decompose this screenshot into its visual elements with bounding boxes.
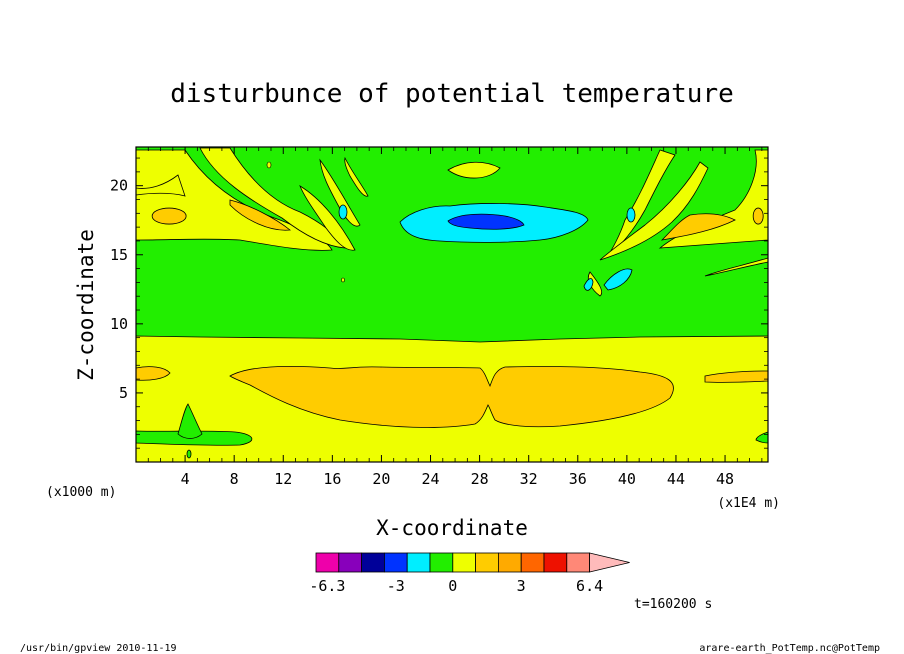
contour-cold-core xyxy=(447,213,525,230)
x-tick-label: 16 xyxy=(323,470,341,488)
colorbar-swatch xyxy=(543,552,568,573)
chart-title: disturbunce of potential temperature xyxy=(170,79,734,109)
x-units-left: (x1000 m) xyxy=(46,485,116,500)
colorbar-label: 3 xyxy=(517,577,526,595)
x-units-right: (x1E4 m) xyxy=(717,496,780,511)
colorbar-label: -3 xyxy=(387,577,405,595)
x-tick-label: 12 xyxy=(274,470,292,488)
contour-orange-lower xyxy=(229,365,674,428)
colorbar-label: 0 xyxy=(448,577,457,595)
colorbar-label: 6.4 xyxy=(576,577,603,595)
colorbar-swatch xyxy=(452,552,476,573)
x-tick-label: 24 xyxy=(421,470,439,488)
contour-yellow-6 xyxy=(344,156,369,197)
x-tick-label: 8 xyxy=(230,470,239,488)
x-tick-label: 28 xyxy=(471,470,489,488)
x-tick-label: 40 xyxy=(618,470,636,488)
y-tick-label: 15 xyxy=(110,246,128,264)
x-tick-label: 36 xyxy=(569,470,587,488)
contour-yellow-dot-1 xyxy=(266,161,272,169)
y-axis-label: Z-coordinate xyxy=(74,229,98,381)
x-tick-label: 32 xyxy=(520,470,538,488)
contour-orange-lower-left xyxy=(135,366,171,381)
x-tick-label: 48 xyxy=(716,470,734,488)
contour-cyan-small-1 xyxy=(603,268,633,291)
colorbar-swatch xyxy=(315,552,340,573)
colorbar-swatch xyxy=(406,552,431,573)
y-tick-label: 10 xyxy=(110,315,128,333)
contour-green-spike xyxy=(177,403,203,439)
contour-cyan-small-3 xyxy=(338,204,348,220)
y-axis: 5 10 15 20 xyxy=(110,157,768,449)
contour-orange-upper-mid xyxy=(229,199,292,231)
contour-orange-upper-right-mid xyxy=(660,213,736,241)
footer-right: arare-earth_PotTemp.nc@PotTemp xyxy=(699,643,880,654)
contour-yellow-5 xyxy=(319,158,361,227)
colorbar-swatch xyxy=(429,552,454,573)
contour-cyan-small-4 xyxy=(626,207,636,223)
contour-yellow-7 xyxy=(447,161,501,179)
colorbar-swatch xyxy=(566,552,590,573)
colorbar-swatch xyxy=(383,552,408,573)
colorbar-swatch xyxy=(520,552,545,573)
contour-orange-upper-right xyxy=(752,207,764,225)
contour-cyan-small-2 xyxy=(583,278,594,291)
contour-orange-upper-left xyxy=(151,207,187,225)
colorbar-label: -6.3 xyxy=(309,577,345,595)
contour-yellow-9 xyxy=(599,161,709,261)
x-tick-label: 4 xyxy=(181,470,190,488)
x-axis-label: X-coordinate xyxy=(376,516,528,540)
x-tick-label: 20 xyxy=(372,470,390,488)
contour-green-dot xyxy=(186,449,192,459)
colorbar-swatch xyxy=(361,552,385,573)
contour-yellow-2 xyxy=(135,174,186,197)
contour-field xyxy=(135,147,769,463)
y-tick-label: 5 xyxy=(119,384,128,402)
plot-frame xyxy=(135,146,769,463)
footer-left: /usr/bin/gpview 2010-11-19 xyxy=(20,643,177,654)
x-axis: 4 8 12 16 20 24 28 32 36 40 44 48 xyxy=(147,147,763,488)
contour-yellow-4 xyxy=(299,185,356,251)
colorbar-swatch xyxy=(338,552,362,573)
contour-yellow-11 xyxy=(704,257,769,277)
time-annotation: t=160200 s xyxy=(634,597,712,612)
x-tick-label: 44 xyxy=(667,470,685,488)
contour-yellow-dot-2 xyxy=(341,277,345,283)
colorbar-swatch xyxy=(475,552,499,573)
y-tick-label: 20 xyxy=(110,177,128,195)
colorbar-swatch xyxy=(497,552,522,573)
colorbar-arrow xyxy=(589,552,630,573)
colorbar: -6.3 -3 0 3 6.4 xyxy=(309,552,630,595)
